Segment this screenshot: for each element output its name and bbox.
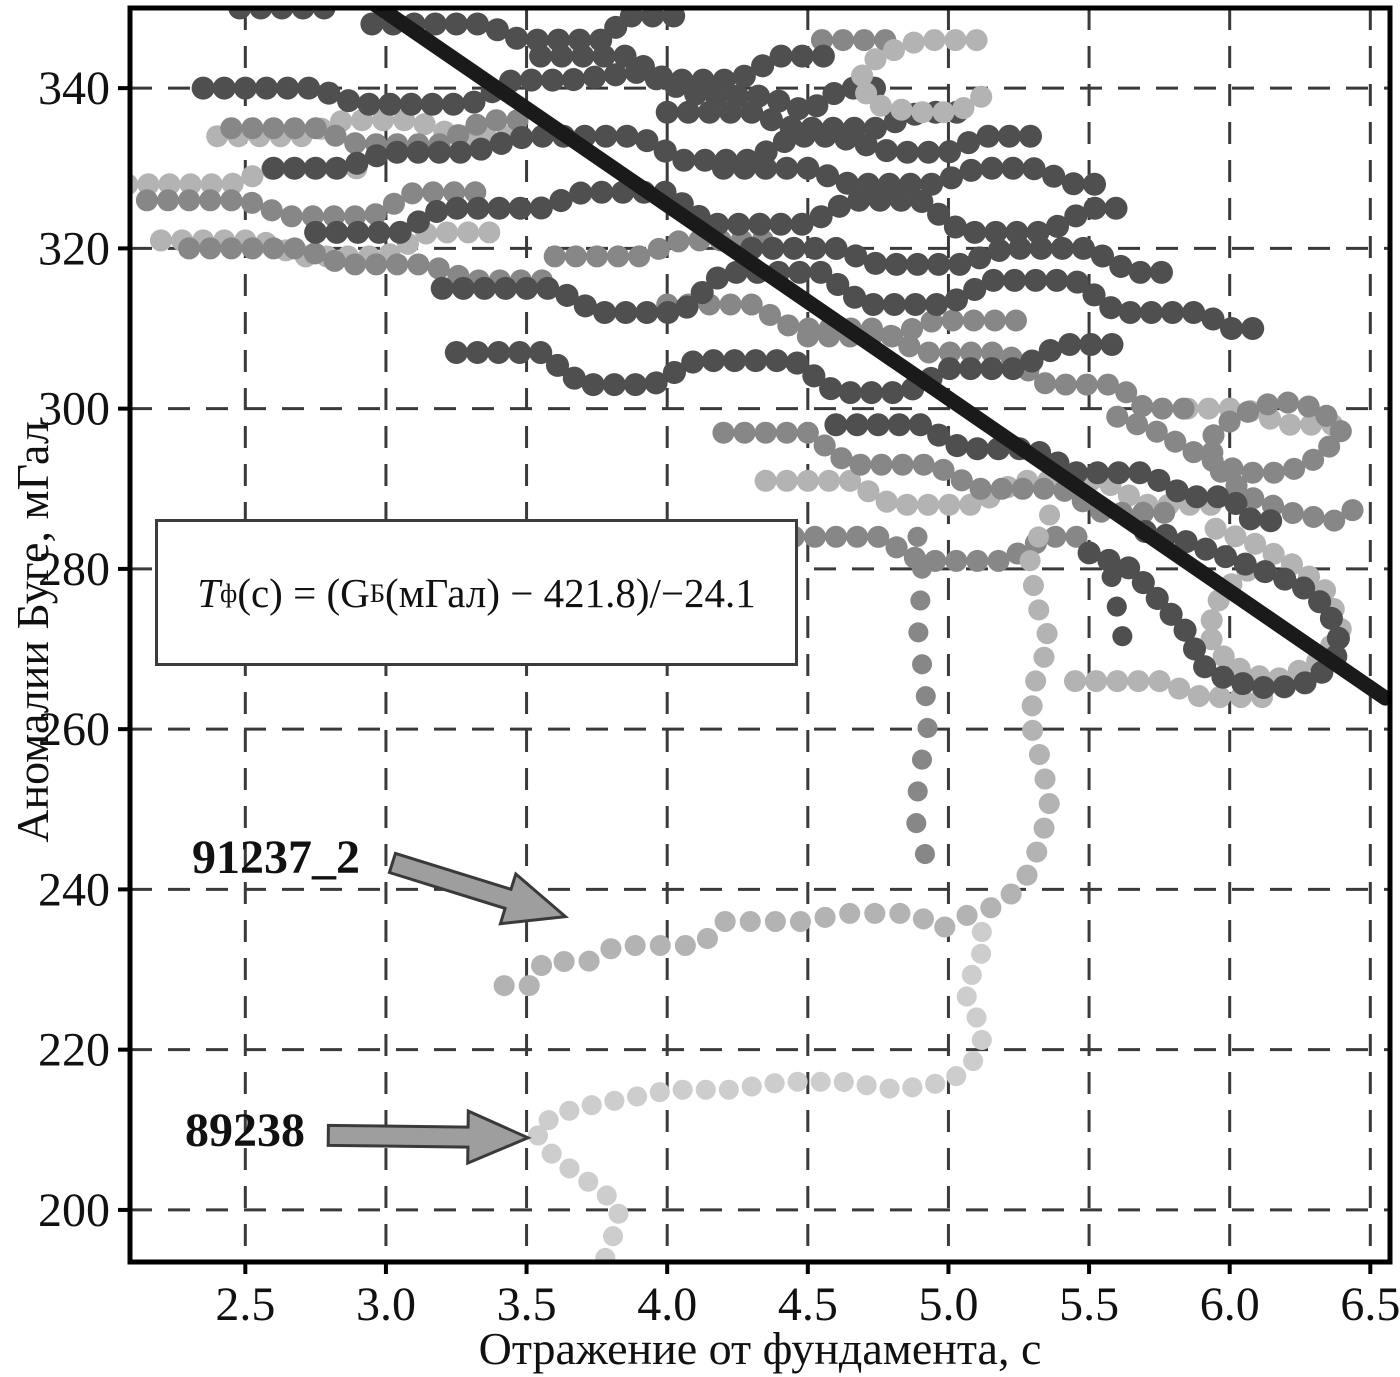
scatter-track-89238: [525, 911, 995, 1262]
scatter-track-medium-2: [135, 181, 496, 228]
scatter-track-dark-10: [444, 333, 1129, 405]
annotation-arrow: [387, 851, 570, 926]
scatter-track-light-8: [1064, 670, 1275, 709]
scatter-track-dark-7: [711, 156, 1124, 196]
scatter-track-medium-6: [1106, 389, 1373, 532]
scatter-track-dark-13: [1101, 566, 1139, 675]
x-tick-label: 2.5: [215, 1278, 275, 1331]
x-tick-label: 6.0: [1200, 1278, 1260, 1331]
y-axis-title: Аномалии Буге, мГал: [7, 421, 58, 843]
annotation-arrow: [326, 1108, 532, 1166]
x-tick-label: 3.5: [497, 1278, 557, 1331]
equation-rest: (мГал) − 421.8)/−24.1: [385, 569, 756, 616]
scatter-track-91237_2: [493, 486, 1078, 997]
scatter-track-dark-9: [740, 236, 1191, 284]
y-tick-label: 340: [38, 62, 110, 115]
x-tick-label: 4.5: [778, 1278, 838, 1331]
annotation-label-91237_2: 91237_2: [192, 831, 360, 884]
regression-line: [366, 8, 1390, 706]
y-tick-label: 220: [38, 1024, 110, 1077]
scatter-track-dark-2: [191, 60, 899, 124]
scatter-track-light-7: [1176, 397, 1348, 436]
x-tick-label: 6.5: [1340, 1278, 1400, 1331]
x-axis-title: Отражение от фундамента, с: [478, 1323, 1042, 1374]
scatter-track-medium-4: [656, 293, 1213, 420]
y-tick-label: 300: [38, 383, 110, 436]
y-tick-label: 200: [38, 1184, 110, 1237]
scatter-track-light-4: [847, 29, 994, 124]
y-tick-label: 320: [38, 222, 110, 275]
y-tick-label: 240: [38, 863, 110, 916]
scatter-track-dark-3: [529, 44, 842, 92]
scatter-series: [130, 8, 1390, 1262]
x-tick-label: 5.5: [1059, 1278, 1119, 1331]
scatter-track-dark-6: [304, 180, 1135, 244]
x-tick-label: 4.0: [637, 1278, 697, 1331]
x-tick-label: 3.0: [356, 1278, 416, 1331]
scatter-track-dark-8: [430, 260, 1275, 340]
plot-border: [127, 5, 1393, 1265]
y-tick-label: 280: [38, 543, 110, 596]
scatter-track-medium-5: [712, 421, 1185, 524]
equation-symbol-T: T: [197, 569, 221, 616]
scatter-track-dark-11: [824, 413, 1292, 533]
scatter-track-medium-8: [904, 526, 939, 868]
y-tick-label: 260: [38, 703, 110, 756]
annotation-label-89238: 89238: [185, 1104, 305, 1157]
x-tick-label: 5.0: [918, 1278, 978, 1331]
scatter-track-dark-1: [360, 8, 693, 52]
scatter-track-medium-7: [782, 525, 1101, 572]
equation-middle: (с) = (G: [237, 569, 370, 616]
scatter-track-dark-12: [1077, 517, 1354, 701]
